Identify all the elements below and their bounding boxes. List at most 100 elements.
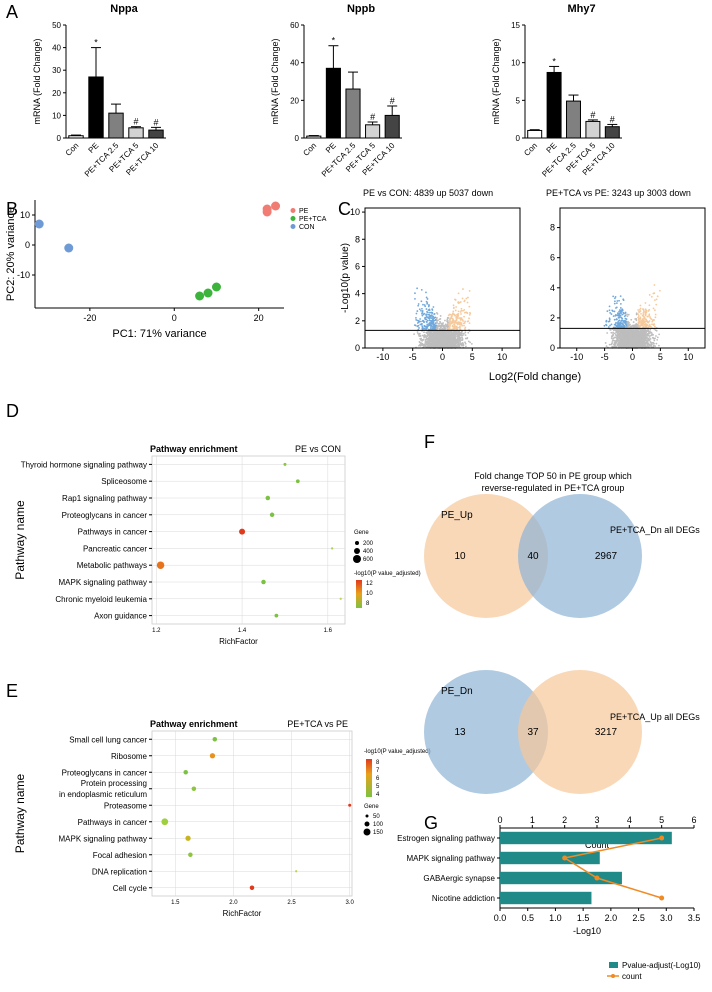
volcano-dot xyxy=(628,341,631,343)
volcano-dot xyxy=(418,343,421,346)
volcano-dot xyxy=(635,329,638,332)
volcano-dot xyxy=(423,331,425,334)
volcano-dot xyxy=(637,324,639,327)
volcano-dot xyxy=(449,324,451,327)
pathway-label: Metabolic pathways xyxy=(77,561,147,570)
volcano-dot xyxy=(450,337,453,339)
volcano-dot xyxy=(653,299,656,302)
volcano-dot xyxy=(617,312,619,314)
volcano-dot xyxy=(456,343,459,346)
volcano-dot xyxy=(619,334,622,337)
volcano-dot xyxy=(644,310,647,313)
volcano-dot xyxy=(648,336,651,338)
volcano-dot xyxy=(470,342,473,345)
volcano-dot xyxy=(433,326,436,329)
enrichment-x-tick-label: 1.4 xyxy=(238,628,247,634)
pathway-label: Chronic myeloid leukemia xyxy=(55,595,147,604)
volcano-dot xyxy=(453,323,455,326)
pca-x-tick-label: 0 xyxy=(172,313,177,323)
volcano-dot xyxy=(468,290,471,292)
volcano-dot xyxy=(610,335,613,338)
g-pathway-label: Estrogen signaling pathway xyxy=(397,834,495,843)
volcano-dot xyxy=(654,337,656,340)
volcano-dot xyxy=(436,339,439,342)
volcano-dot xyxy=(433,317,436,319)
g-top-axis-label: Count xyxy=(585,840,610,850)
g-bottom-tick-label: 3.5 xyxy=(688,913,701,923)
panel-letter-A: A xyxy=(6,2,18,22)
volcano-dot xyxy=(639,344,641,346)
volcano-dot xyxy=(658,333,661,336)
bar-1 xyxy=(88,76,104,139)
volcano-dot xyxy=(424,318,427,321)
volcano-dot xyxy=(651,320,654,323)
volcano-dot xyxy=(431,342,434,344)
color-legend-label: 8 xyxy=(376,760,380,766)
pca-legend-label: PE+TCA xyxy=(299,216,327,223)
volcano-dot xyxy=(658,289,661,292)
volcano-dot xyxy=(648,304,651,307)
volcano-dot xyxy=(426,331,429,334)
volcano-dot xyxy=(637,342,640,344)
volcano-dot xyxy=(433,343,436,346)
y-tick-label: 0 xyxy=(516,134,521,143)
enrichment-subtitle: PE vs CON xyxy=(295,444,341,454)
volcano-dot xyxy=(431,322,434,325)
volcano-dot xyxy=(428,336,431,339)
category-label: Con xyxy=(301,141,318,158)
y-tick-label: 10 xyxy=(52,111,61,120)
volcano-dot xyxy=(466,337,468,340)
volcano-dot xyxy=(644,338,646,341)
volcano-dot xyxy=(651,323,653,326)
volcano-x-tick-label: 5 xyxy=(658,352,663,362)
volcano-dot xyxy=(616,333,619,335)
volcano-dot xyxy=(450,344,453,347)
gene-legend-label: 150 xyxy=(373,830,384,836)
volcano-dot xyxy=(640,321,643,324)
color-legend-title: -log10(P value_adjusted) xyxy=(364,749,431,755)
volcano-dot xyxy=(642,318,645,320)
volcano-dot xyxy=(447,341,450,344)
volcano-dot xyxy=(642,344,645,346)
y-tick-label: 20 xyxy=(52,89,61,98)
volcano-dot xyxy=(446,318,449,321)
bar-3 xyxy=(365,124,381,139)
volcano-dot xyxy=(436,324,439,327)
volcano-dot xyxy=(608,318,611,321)
volcano-dot xyxy=(432,345,435,348)
g-bottom-tick-label: 3.0 xyxy=(660,913,673,923)
volcano-dot xyxy=(445,342,447,345)
volcano-dot xyxy=(438,322,441,325)
pathway-label: DNA replication xyxy=(92,867,147,876)
venn-circle-left xyxy=(424,670,548,794)
y-tick-label: 40 xyxy=(52,44,61,53)
volcano-dot xyxy=(445,331,448,334)
volcano-dot xyxy=(644,313,647,315)
volcano-dot xyxy=(612,295,615,298)
gene-legend-label: 100 xyxy=(373,822,384,828)
volcano-dot xyxy=(639,317,642,320)
volcano-dot xyxy=(635,319,638,322)
color-legend-label: 5 xyxy=(376,784,380,790)
volcano-dot xyxy=(429,328,432,331)
volcano-dot xyxy=(442,322,445,324)
volcano-dot xyxy=(467,331,470,334)
volcano-dot xyxy=(619,315,622,317)
volcano-dot xyxy=(428,308,431,311)
volcano-dot xyxy=(619,307,622,309)
volcano-dot xyxy=(612,331,614,334)
volcano-dot xyxy=(429,340,431,342)
pathway-label: Rap1 signaling pathway xyxy=(62,494,147,503)
gene-legend-title: Gene xyxy=(354,530,369,536)
gene-legend-dot xyxy=(363,828,371,836)
volcano-dot xyxy=(648,313,651,316)
volcano-dot xyxy=(626,337,629,340)
g-count-point xyxy=(659,835,665,841)
volcano-dot xyxy=(435,341,438,344)
volcano-dot xyxy=(636,338,639,341)
enrichment-bubble xyxy=(348,803,352,807)
pca-point xyxy=(271,201,281,211)
volcano-dot xyxy=(458,334,461,337)
volcano-dot xyxy=(625,325,628,327)
volcano-dot xyxy=(654,345,657,348)
